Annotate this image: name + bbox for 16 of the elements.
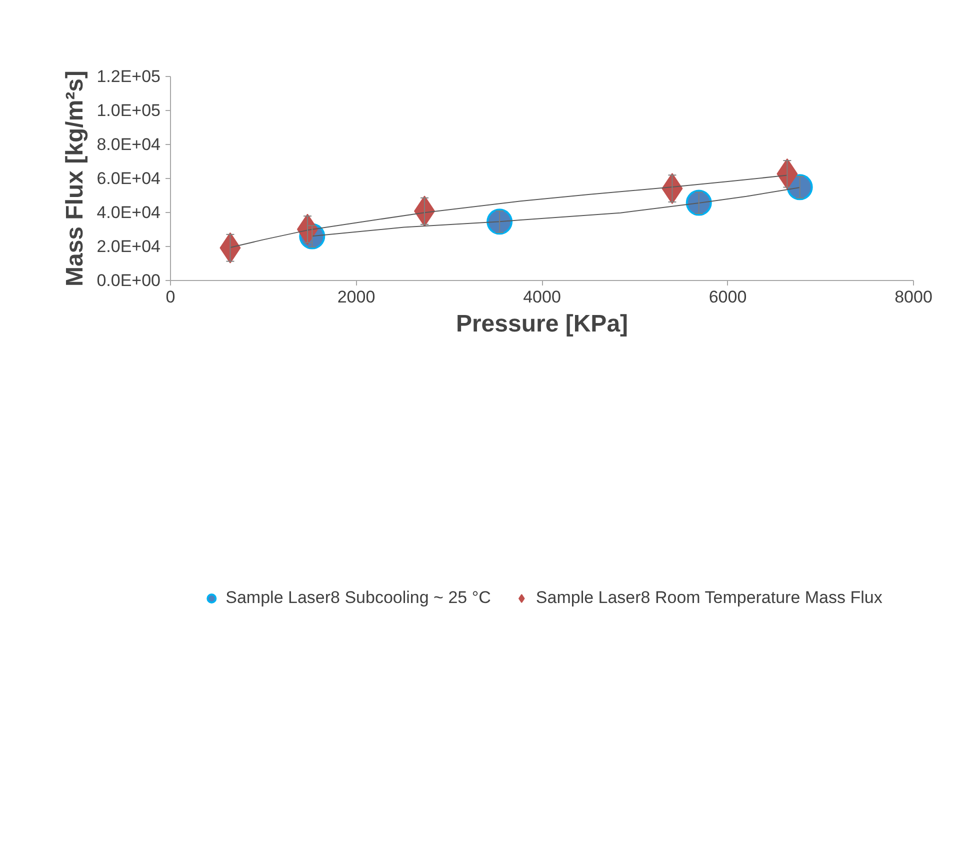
y-tick-label: 4.0E+04 (96, 203, 161, 222)
x-tick-label: 6000 (708, 288, 747, 306)
y-tick-label: 2.0E+04 (96, 237, 161, 256)
y-tick-label: 8.0E+04 (96, 135, 161, 154)
x-tick-label: 4000 (523, 288, 561, 306)
y-tick-label: 1.0E+05 (96, 101, 161, 120)
y-axis-title: Mass Flux [kg/m²s] (62, 70, 89, 287)
y-tick-label: 1.2E+05 (96, 67, 161, 86)
x-axis-title: Pressure [KPa] (456, 310, 628, 338)
x-tick-label: 2000 (337, 288, 376, 306)
x-tick-label: 8000 (894, 288, 932, 306)
y-tick-label: 6.0E+04 (96, 169, 161, 188)
legend-label: Sample Laser8 Subcooling ~ 25 °C (226, 588, 491, 608)
x-tick-label: 0 (166, 288, 176, 306)
y-tick-label: 0.0E+00 (96, 271, 161, 290)
legend-label: Sample Laser8 Room Temperature Mass Flux (536, 588, 882, 608)
